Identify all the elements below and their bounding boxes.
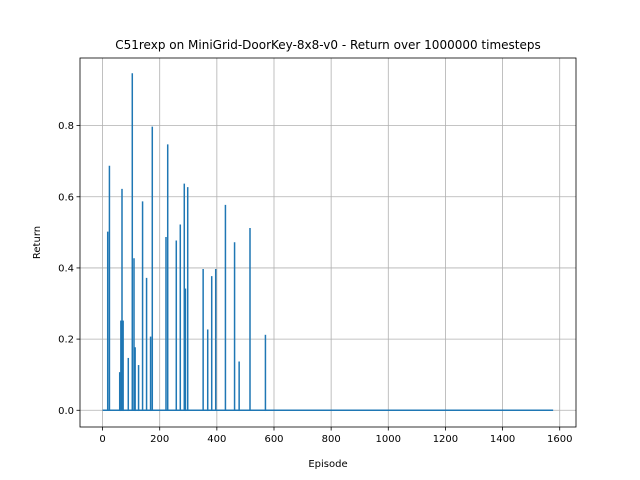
x-tick-label: 1400 [490, 434, 515, 445]
x-tick-label: 400 [207, 434, 226, 445]
x-tick-label: 1600 [547, 434, 572, 445]
axis-ticks: 0 200 400 600 800 1000 1200 1400 1600 0.0 0.2 0.4 0.… [58, 121, 572, 445]
y-tick-label: 0.8 [58, 121, 74, 132]
x-tick-label: 800 [322, 434, 341, 445]
y-axis-label: Return [32, 226, 43, 259]
data-series [102, 73, 554, 412]
chart-title: C51rexp on MiniGrid-DoorKey-8x8-v0 - Ret… [115, 38, 541, 52]
y-tick-label: 0.0 [58, 406, 74, 417]
plot-frame [79, 57, 577, 428]
x-tick-label: 0 [99, 434, 105, 445]
x-tick-label: 200 [150, 434, 169, 445]
x-tick-label: 1000 [376, 434, 401, 445]
y-tick-label: 0.4 [58, 263, 74, 274]
y-tick-label: 0.6 [58, 192, 74, 203]
x-tick-label: 600 [264, 434, 283, 445]
x-tick-label: 1200 [433, 434, 458, 445]
x-axis-label: Episode [308, 459, 347, 470]
y-tick-label: 0.2 [58, 335, 74, 346]
grid-lines [80, 58, 576, 427]
